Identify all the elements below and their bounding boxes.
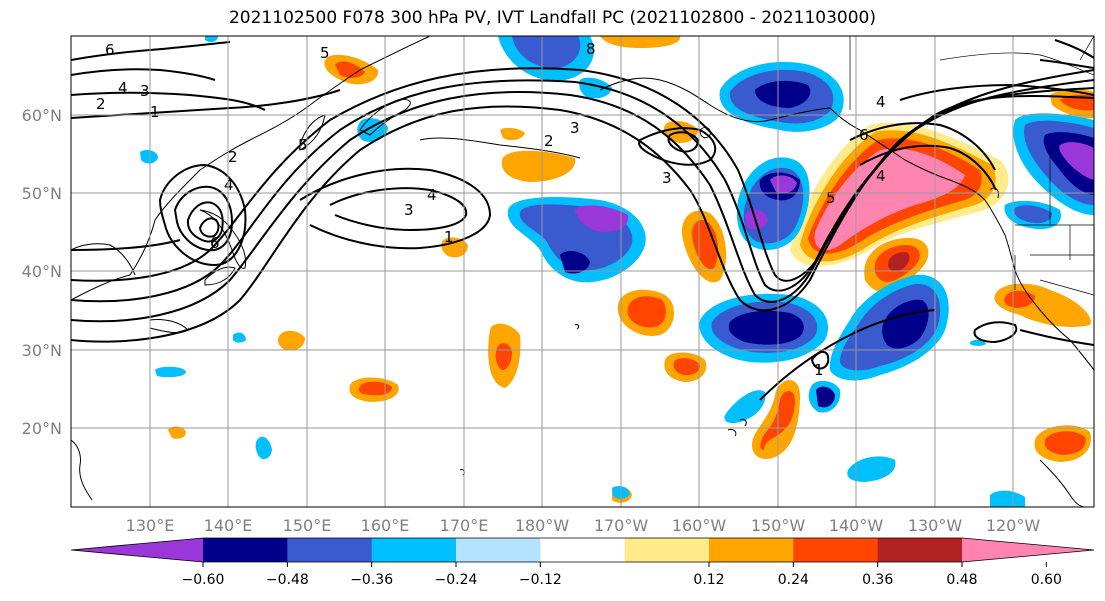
lon-label: 120°W bbox=[986, 516, 1041, 535]
lon-label: 180°W bbox=[515, 516, 570, 535]
colorbar-segment bbox=[709, 538, 794, 562]
lon-label: 130°E bbox=[126, 516, 175, 535]
contour-label: 5 bbox=[320, 44, 330, 62]
colorbar-segment bbox=[287, 538, 373, 562]
colorbar-tick-label: 0.48 bbox=[946, 572, 977, 588]
colorbar-segment bbox=[371, 538, 457, 562]
contour-label: 3 bbox=[570, 119, 580, 137]
colorbar-tick-label: −0.36 bbox=[350, 572, 393, 588]
shaded-field bbox=[140, 36, 1094, 507]
colorbar-segment bbox=[203, 538, 288, 562]
contour-label: 4 bbox=[876, 167, 886, 185]
contour-label: 2 bbox=[228, 148, 238, 166]
lon-label: 140°W bbox=[829, 516, 884, 535]
colorbar-segment bbox=[456, 538, 541, 562]
map-content: 6 4 3 2 1 5 2 4 6 5 3 2 1 4 3 8 3 4 6 4 … bbox=[71, 36, 1094, 507]
lon-label: 160°E bbox=[361, 516, 410, 535]
coastlines bbox=[71, 36, 1094, 507]
contour-label: 1 bbox=[150, 103, 160, 121]
contour-label: 2 bbox=[544, 132, 554, 150]
map-frame bbox=[70, 35, 1095, 508]
lat-label: 20°N bbox=[22, 419, 62, 438]
lon-label: 130°W bbox=[908, 516, 963, 535]
contour-label: 6 bbox=[105, 41, 115, 59]
lon-label: 150°E bbox=[283, 516, 332, 535]
contour-label: 8 bbox=[586, 40, 596, 58]
colorbar-tick-label: 0.36 bbox=[862, 572, 893, 588]
contour-label: 1 bbox=[814, 361, 824, 379]
lon-label: 170°W bbox=[594, 516, 649, 535]
lon-label: 160°W bbox=[672, 516, 727, 535]
colorbar-tick-label: 0.60 bbox=[1031, 572, 1062, 588]
contour-label: 4 bbox=[427, 186, 437, 204]
contour-label: 6 bbox=[859, 126, 869, 144]
colorbar-tick-label: 0.24 bbox=[778, 572, 809, 588]
gridlines bbox=[71, 36, 1094, 507]
lat-label: 60°N bbox=[22, 106, 62, 125]
contour-label: 4 bbox=[224, 176, 234, 194]
colorbar-tick-label: 0.12 bbox=[693, 572, 724, 588]
colorbar-tick-label: −0.60 bbox=[182, 572, 225, 588]
lat-label: 40°N bbox=[22, 262, 62, 281]
colorbar-tick-label: −0.24 bbox=[435, 572, 478, 588]
contour-label: 6 bbox=[210, 234, 220, 252]
contour-label: 5 bbox=[298, 136, 308, 154]
lat-label: 50°N bbox=[22, 184, 62, 203]
contour-label: 4 bbox=[118, 79, 128, 97]
longitude-labels: 130°E 140°E 150°E 160°E 170°E 180°W 170°… bbox=[126, 516, 1041, 535]
map-title: 2021102500 F078 300 hPa PV, IVT Landfall… bbox=[228, 8, 876, 28]
colorbar-segment bbox=[877, 538, 963, 562]
colorbar-segment bbox=[71, 538, 203, 562]
colorbar-segment bbox=[540, 538, 626, 562]
lon-label: 150°W bbox=[751, 516, 806, 535]
contour-label: 3 bbox=[662, 169, 672, 187]
lat-label: 30°N bbox=[22, 341, 62, 360]
contour-label: 4 bbox=[876, 93, 886, 111]
latitude-labels: 60°N 50°N 40°N 30°N 20°N bbox=[22, 106, 62, 438]
colorbar-tick-label: −0.12 bbox=[519, 572, 562, 588]
borders bbox=[849, 36, 1094, 296]
contour-label: 5 bbox=[826, 189, 836, 207]
contour-labels: 6 4 3 2 1 5 2 4 6 5 3 2 1 4 3 8 3 4 6 4 … bbox=[96, 40, 886, 379]
contour-label: 3 bbox=[404, 201, 414, 219]
lon-label: 140°E bbox=[204, 516, 253, 535]
colorbar-tick-label: −0.48 bbox=[266, 572, 309, 588]
colorbar-segment bbox=[624, 538, 710, 562]
colorbar: −0.60 −0.48 −0.36 −0.24 −0.12 0.12 0.24 0.36 0.4… bbox=[70, 537, 1095, 588]
colorbar-segment bbox=[962, 538, 1094, 562]
contour-label: 3 bbox=[140, 82, 150, 100]
colorbar-segment bbox=[793, 538, 879, 562]
lon-label: 170°E bbox=[440, 516, 489, 535]
contour-label: 2 bbox=[96, 95, 106, 113]
contour-label: 1 bbox=[444, 228, 454, 246]
